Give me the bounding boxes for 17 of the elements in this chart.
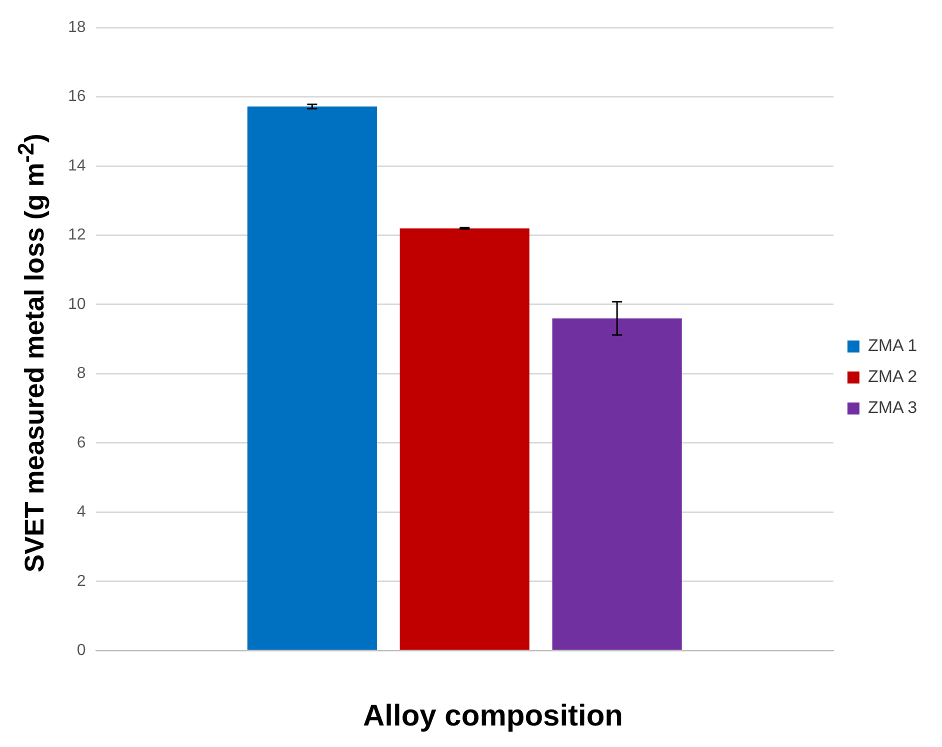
y-tick-label: 6 <box>76 434 86 452</box>
legend-label: ZMA 1 <box>868 336 918 356</box>
y-tick-label: 12 <box>68 226 86 244</box>
y-tick-label: 0 <box>76 642 86 660</box>
y-tick-label: 14 <box>68 157 86 174</box>
legend-label: ZMA 2 <box>868 367 918 386</box>
bar <box>400 228 530 650</box>
legend-label: ZMA 3 <box>868 398 918 418</box>
y-tick-label: 18 <box>68 19 86 36</box>
y-tick-label: 16 <box>68 88 86 106</box>
x-axis-title: Alloy composition <box>362 699 624 732</box>
bar <box>247 106 377 650</box>
y-tick-label: 4 <box>76 504 86 521</box>
y-tick-label: 2 <box>76 572 86 590</box>
bar <box>552 318 682 650</box>
y-tick-label: 8 <box>76 365 86 382</box>
y-tick-label: 10 <box>68 296 86 313</box>
